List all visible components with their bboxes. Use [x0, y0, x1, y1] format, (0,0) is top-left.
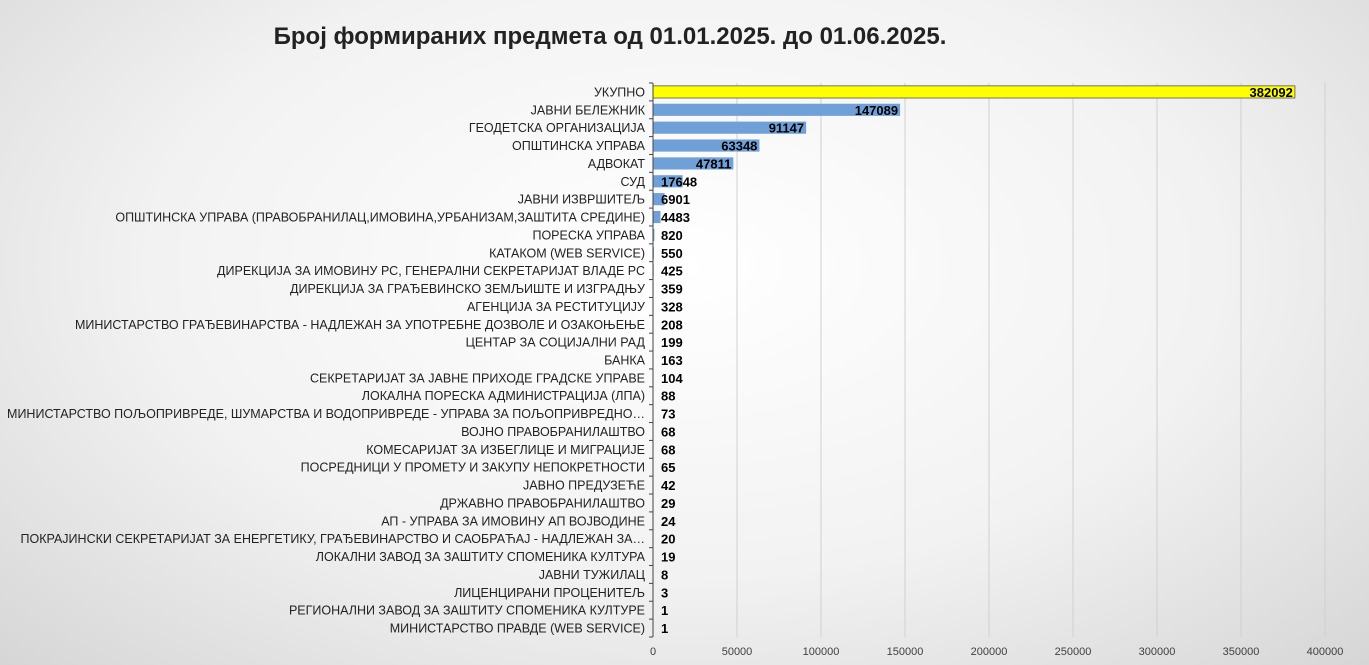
- category-label: ЛОКАЛНА ПОРЕСКА АДМИНИСТРАЦИЈА (ЛПА): [362, 389, 645, 403]
- x-tick-label: 0: [650, 646, 656, 658]
- value-label: 6901: [661, 192, 690, 207]
- value-label: 382092: [1250, 85, 1293, 100]
- x-tick-label: 250000: [1055, 646, 1092, 658]
- x-tick-label: 300000: [1139, 646, 1176, 658]
- bars: [652, 85, 1296, 635]
- value-label: 42: [661, 478, 675, 493]
- value-label: 19: [661, 550, 675, 565]
- value-label: 3: [661, 585, 668, 600]
- value-label: 68: [661, 424, 675, 439]
- category-label: СУД: [621, 175, 646, 189]
- value-label: 328: [661, 299, 683, 314]
- value-label: 68: [661, 442, 675, 457]
- x-tick-label: 50000: [722, 646, 753, 658]
- value-label: 24: [661, 514, 676, 529]
- x-tick-label: 350000: [1223, 646, 1260, 658]
- value-label: 8: [661, 567, 668, 582]
- value-label: 73: [661, 407, 675, 422]
- category-labels: УКУПНО ЈАВНИ БЕЛЕЖНИК ГЕОДЕТСКА ОРГАНИЗАЦИ…: [7, 82, 653, 638]
- category-label: ДРЖАВНО ПРАВОБРАНИЛАШТВО: [440, 496, 645, 510]
- bar: [653, 121, 807, 134]
- value-label: 1: [661, 621, 668, 636]
- x-tick-label: 100000: [803, 646, 840, 658]
- category-label: АГЕНЦИЈА ЗА РЕСТИТУЦИЈУ: [467, 300, 645, 314]
- value-label: 65: [661, 460, 675, 475]
- value-label: 163: [661, 353, 683, 368]
- value-label: 147089: [855, 103, 898, 118]
- value-label: 29: [661, 496, 675, 511]
- gridlines: [736, 83, 1326, 637]
- category-label: ОПШТИНСКА УПРАВА (ПРАВОБРАНИЛАЦ,ИМОВИНА,…: [115, 211, 645, 225]
- category-label: ЛИЦЕНЦИРАНИ ПРОЦЕНИТЕЉ: [454, 586, 645, 600]
- bar: [652, 85, 1296, 99]
- value-label: 208: [661, 317, 683, 332]
- category-label: ПОКРАЈИНСКИ СЕКРЕТАРИЈАТ ЗА ЕНЕРГЕТИКУ, …: [20, 532, 645, 546]
- value-label: 359: [661, 282, 683, 297]
- category-label: ВОЈНО ПРАВОБРАНИЛАШТВО: [461, 425, 645, 439]
- bar: [653, 193, 665, 206]
- category-label: ЈАВНО ПРЕДУЗЕЋЕ: [523, 479, 645, 493]
- value-label: 20: [661, 532, 675, 547]
- category-label: ЈАВНИ БЕЛЕЖНИК: [531, 103, 646, 117]
- value-label: 199: [661, 335, 683, 350]
- category-label: СЕКРЕТАРИЈАТ ЗА ЈАВНЕ ПРИХОДЕ ГРАДСКЕ УП…: [310, 371, 645, 385]
- category-label: БАНКА: [604, 354, 646, 368]
- value-label: 91147: [769, 121, 804, 136]
- x-tick-label: 150000: [887, 646, 924, 658]
- category-label: ПОСРЕДНИЦИ У ПРОМЕТУ И ЗАКУПУ НЕПОКРЕТНО…: [301, 461, 645, 475]
- bar: [653, 228, 655, 241]
- value-label: 88: [661, 389, 675, 404]
- category-label: МИНИСТАРСТВО ПРАВДЕ (WEB SERVICE): [390, 622, 645, 636]
- bar: [653, 103, 901, 116]
- category-label: ДИРЕКЦИЈА ЗА ГРАЂЕВИНСКО ЗЕМЉИШТЕ И ИЗГР…: [290, 282, 645, 296]
- category-label: ПОРЕСКА УПРАВА: [532, 228, 645, 242]
- category-label: КАТАКОМ (WEB SERVICE): [489, 246, 645, 260]
- category-label: ОПШТИНСКА УПРАВА: [512, 139, 646, 153]
- bar: [653, 175, 683, 188]
- category-label: ГЕОДЕТСКА ОРГАНИЗАЦИЈА: [469, 121, 646, 135]
- value-label: 550: [661, 246, 683, 261]
- x-tick-label: 400000: [1307, 646, 1344, 658]
- category-label: АДВОКАТ: [588, 157, 646, 171]
- category-label: АП - УПРАВА ЗА ИМОВИНУ АП ВОЈВОДИНЕ: [381, 514, 645, 528]
- chart-title: Број формираних предмета од 01.01.2025. …: [274, 23, 947, 50]
- bar: [653, 210, 661, 224]
- x-axis-tick-labels: 0 50000 100000 150000 200000 250000 300000 3500…: [650, 646, 1343, 658]
- value-label: 63348: [721, 139, 757, 154]
- value-labels: 382092 147089 91147 63348 47811 17648 6901 4483…: [661, 85, 1293, 636]
- value-label: 820: [661, 228, 683, 243]
- category-label: МИНИСТАРСТВО ПОЉОПРИВРЕДЕ, ШУМАРСТВА И В…: [7, 407, 645, 421]
- category-label: ЛОКАЛНИ ЗАВОД ЗА ЗАШТИТУ СПОМЕНИКА КУЛТУ…: [316, 550, 646, 564]
- category-label: ЈАВНИ ИЗВРШИТЕЉ: [518, 193, 645, 207]
- value-label: 17648: [661, 174, 697, 189]
- bar: [653, 139, 760, 152]
- value-label: 47811: [696, 156, 731, 171]
- category-label: ДИРЕКЦИЈА ЗА ИМОВИНУ РС, ГЕНЕРАЛНИ СЕКРЕ…: [217, 264, 645, 278]
- category-label: ЦЕНТАР ЗА СОЦИЈАЛНИ РАД: [466, 336, 646, 350]
- category-label: РЕГИОНАЛНИ ЗАВОД ЗА ЗАШТИТУ СПОМЕНИКА КУ…: [289, 604, 645, 618]
- category-label: КОМЕСАРИЈАТ ЗА ИЗБЕГЛИЦЕ И МИГРАЦИЈЕ: [366, 443, 645, 457]
- value-label: 425: [661, 264, 683, 279]
- value-label: 1: [661, 603, 668, 618]
- value-label: 4483: [661, 210, 690, 225]
- value-label: 104: [661, 371, 683, 386]
- x-tick-label: 200000: [971, 646, 1008, 658]
- category-label: МИНИСТАРСТВО ГРАЂЕВИНАРСТВА - НАДЛЕЖАН З…: [75, 318, 645, 332]
- category-label: ЈАВНИ ТУЖИЛАЦ: [539, 568, 646, 582]
- category-label: УКУПНО: [594, 85, 645, 99]
- bar: [653, 157, 734, 170]
